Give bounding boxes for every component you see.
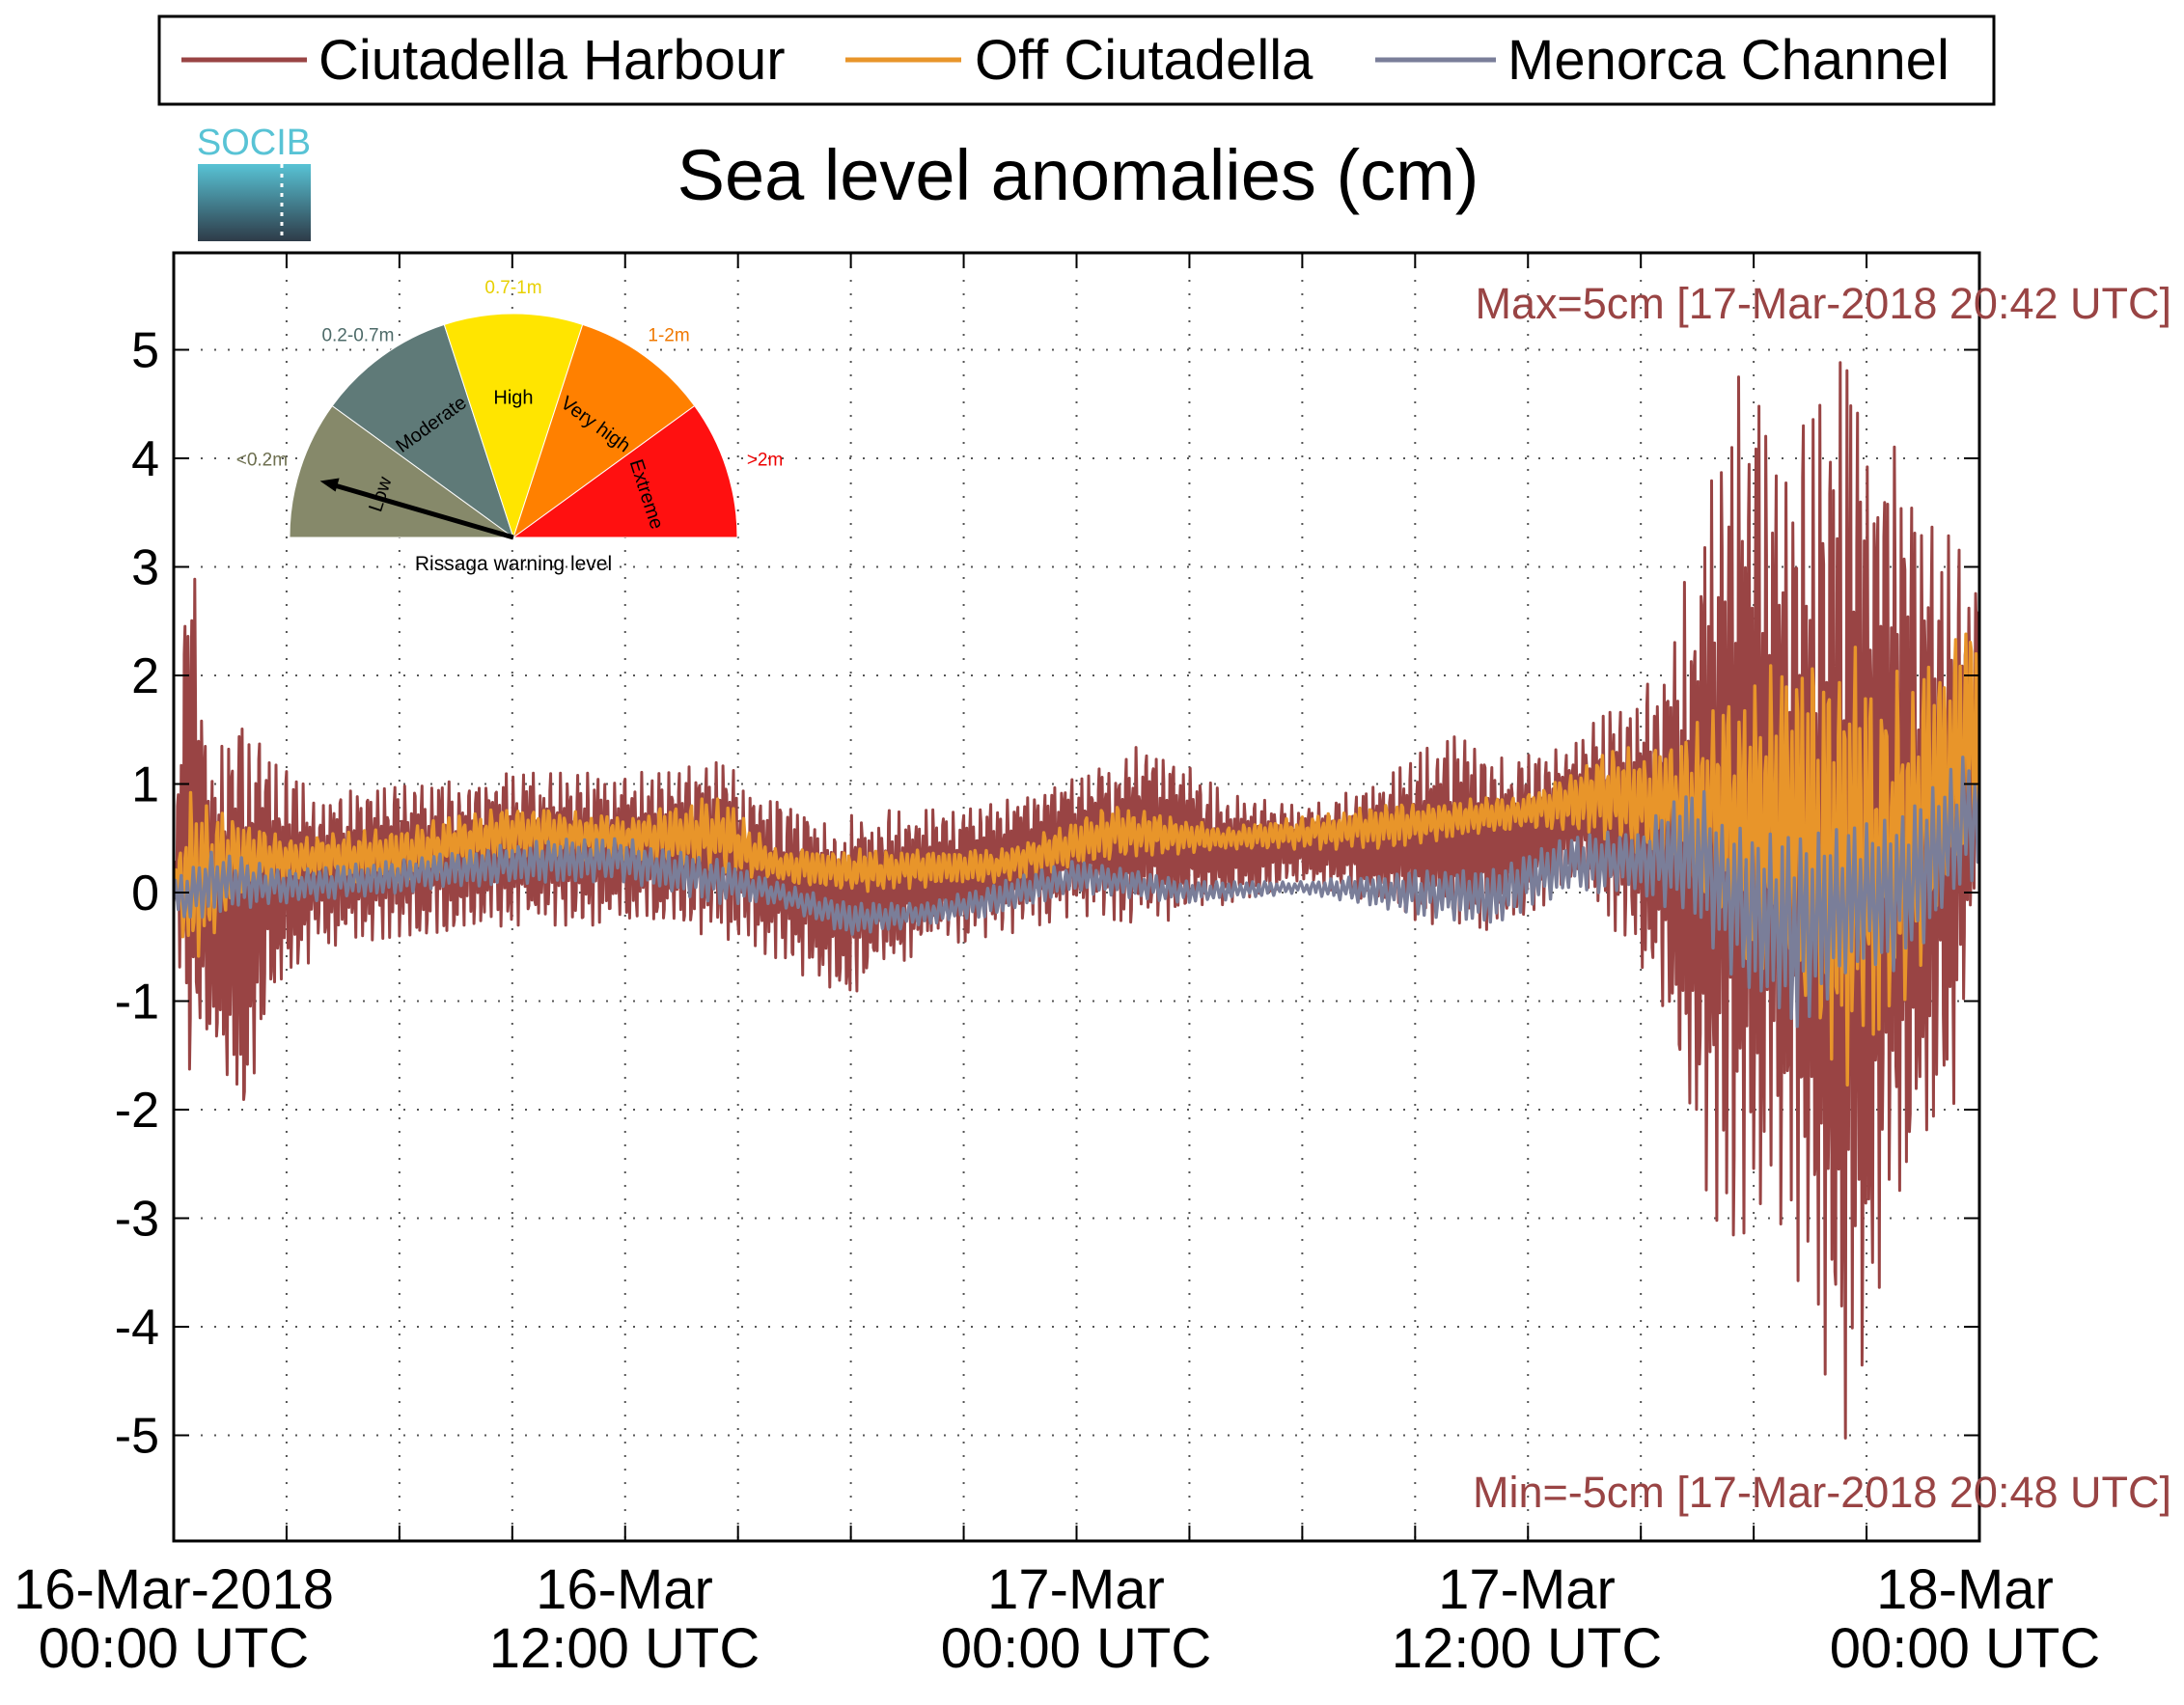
gauge-segment	[443, 313, 584, 539]
x-tick-time: 00:00 UTC	[941, 1617, 1211, 1680]
socib-logo: SOCIB	[197, 123, 311, 241]
gauge-caption: Rissaga warning level	[415, 553, 612, 575]
gauge-range-label: 1-2m	[648, 325, 689, 345]
y-tick-label: 4	[131, 431, 159, 487]
x-tick-date: 16-Mar	[536, 1558, 713, 1621]
x-tick-date: 17-Mar	[987, 1558, 1165, 1621]
legend-label-off: Off Ciutadella	[975, 29, 1313, 92]
y-tick-label: -1	[115, 975, 159, 1031]
gauge-range-label: <0.2m	[236, 450, 288, 470]
x-tick-time: 12:00 UTC	[489, 1617, 760, 1680]
y-tick-label: 1	[131, 757, 159, 813]
axis-ticks	[174, 253, 1979, 1541]
y-tick-label: -4	[115, 1300, 159, 1356]
gauge-segment	[289, 404, 515, 538]
gauge-segment	[512, 323, 696, 539]
series-group	[174, 361, 1979, 1440]
chart-title: Sea level anomalies (cm)	[677, 135, 1479, 215]
y-tick-label: -2	[115, 1083, 159, 1139]
y-tick-label: 5	[131, 323, 159, 379]
x-tick-time: 12:00 UTC	[1392, 1617, 1662, 1680]
x-tick-time: 00:00 UTC	[39, 1617, 309, 1680]
x-tick-date: 17-Mar	[1438, 1558, 1616, 1621]
y-tick-label: 3	[131, 540, 159, 596]
series-line-2	[174, 756, 1979, 1029]
gauge-range-label: 0.2-0.7m	[321, 325, 394, 345]
gauge-needle	[328, 481, 514, 540]
gauge-range-label: 0.7-1m	[484, 278, 541, 298]
y-tick-label: 0	[131, 866, 159, 921]
legend-label-harbour: Ciutadella Harbour	[318, 29, 786, 92]
gauge-needle-arrow-icon	[319, 478, 340, 492]
y-tick-label: -5	[115, 1409, 159, 1465]
gauge-range-label: >2m	[747, 450, 784, 470]
x-tick-date: 18-Mar	[1876, 1558, 2054, 1621]
x-tick-time: 00:00 UTC	[1830, 1617, 2100, 1680]
legend-label-channel: Menorca Channel	[1507, 29, 1949, 92]
gauge-segment	[331, 323, 514, 539]
logo-text: SOCIB	[197, 123, 311, 163]
legend: Ciutadella Harbour Off Ciutadella Menorc…	[157, 14, 1996, 106]
x-tick-date: 16-Mar-2018	[14, 1558, 334, 1621]
max-annotation: Max=5cm [17-Mar-2018 20:42 UTC]	[1475, 279, 2171, 328]
y-axis-labels: 5 4 3 2 1 0 -1 -2 -3 -4 -5	[115, 323, 159, 1465]
min-annotation: Min=-5cm [17-Mar-2018 20:48 UTC]	[1473, 1468, 2171, 1517]
gauge-segment	[511, 404, 738, 538]
gauge-segment-label: High	[493, 387, 533, 408]
y-tick-label: -3	[115, 1192, 159, 1248]
y-tick-label: 2	[131, 648, 159, 704]
